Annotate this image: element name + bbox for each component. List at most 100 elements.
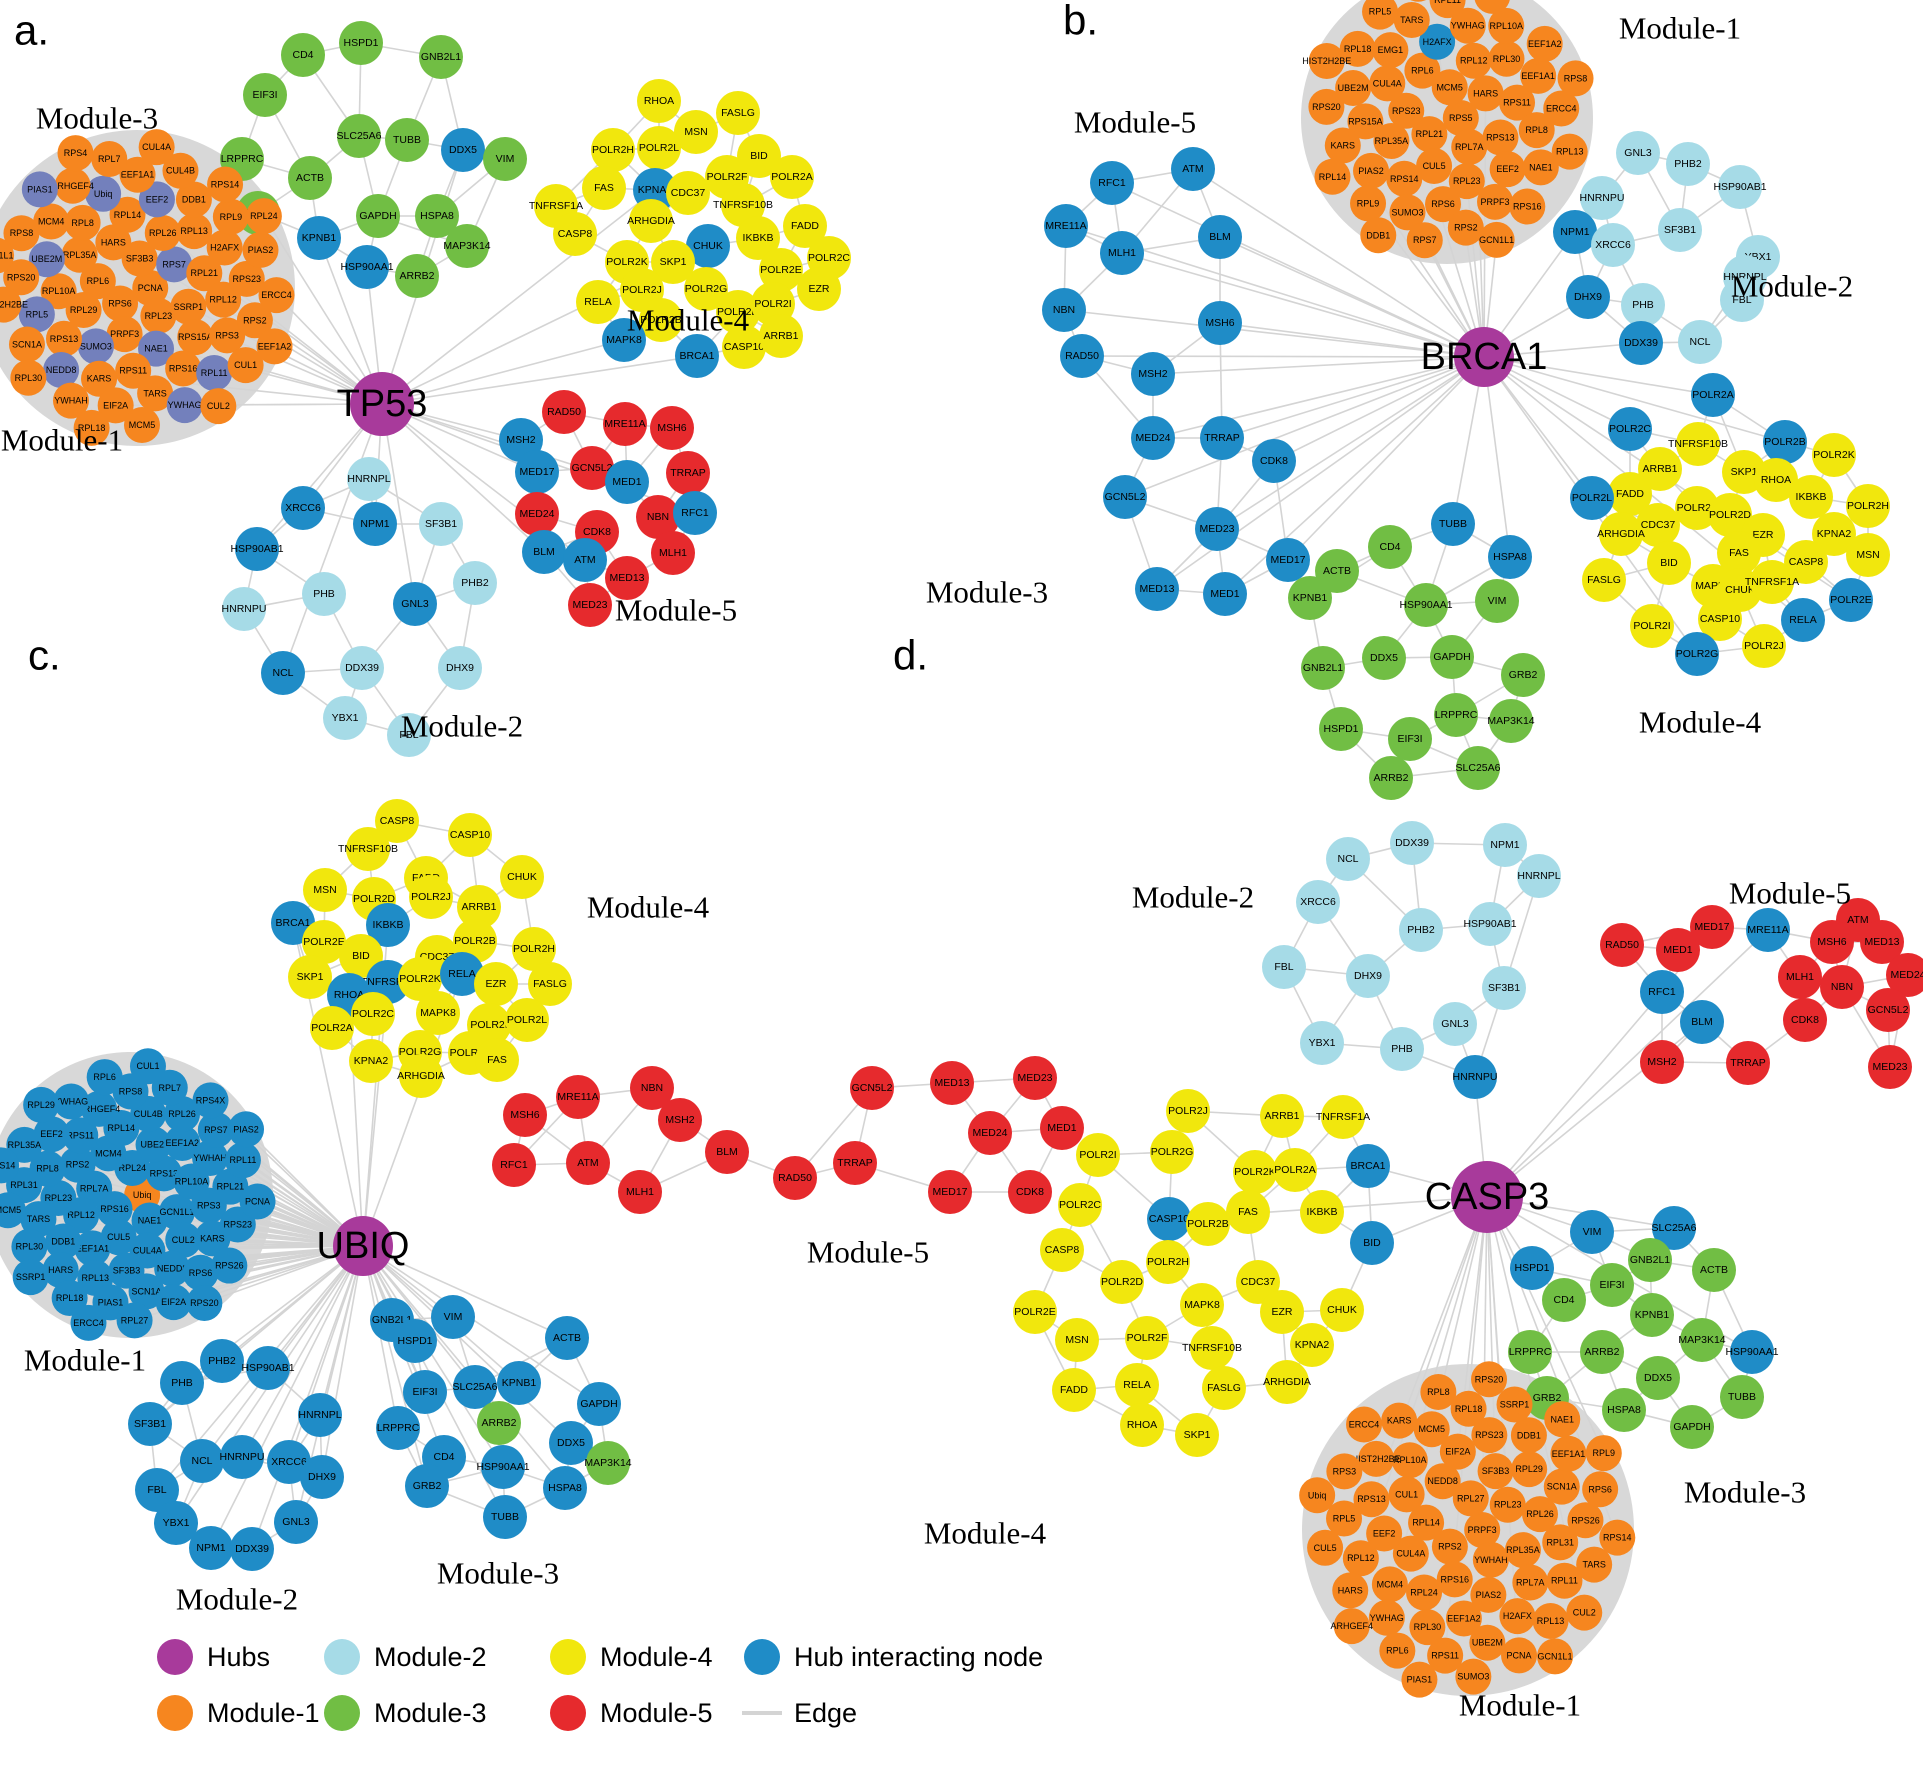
node-circle[interactable] xyxy=(618,1170,662,1214)
node-circle[interactable] xyxy=(200,388,237,425)
node-RPS13[interactable]: RPS13 xyxy=(1482,119,1519,156)
node-circle[interactable] xyxy=(651,531,695,575)
node-circle[interactable] xyxy=(1676,422,1720,466)
node-FADD[interactable]: FADD xyxy=(1052,1368,1096,1412)
node-HSP90AA1[interactable]: HSP90AA1 xyxy=(1725,1330,1779,1374)
node-circle[interactable] xyxy=(1195,507,1239,551)
node-POLR2A[interactable]: POLR2A xyxy=(1691,373,1735,417)
node-KARS[interactable]: KARS xyxy=(1381,1402,1418,1439)
node-HNRNPU[interactable]: HNRNPU xyxy=(222,587,267,631)
node-circle[interactable] xyxy=(651,240,695,284)
node-circle[interactable] xyxy=(45,320,82,357)
node-NAE1[interactable]: NAE1 xyxy=(1544,1401,1581,1438)
node-circle[interactable] xyxy=(246,1346,290,1390)
node-circle[interactable] xyxy=(1166,1089,1210,1133)
node-BLM[interactable]: BLM xyxy=(1198,215,1242,259)
node-circle[interactable] xyxy=(1371,1566,1408,1603)
node-circle[interactable] xyxy=(212,198,249,235)
node-circle[interactable] xyxy=(721,183,765,227)
node-circle[interactable] xyxy=(128,1273,165,1310)
node-PIAS2[interactable]: PIAS2 xyxy=(1353,152,1390,189)
node-circle[interactable] xyxy=(416,991,460,1035)
node-circle[interactable] xyxy=(288,156,332,200)
node-circle[interactable] xyxy=(1326,1500,1363,1537)
node-circle[interactable] xyxy=(1471,1361,1508,1398)
node-circle[interactable] xyxy=(1750,560,1794,604)
node-circle[interactable] xyxy=(1675,632,1719,676)
node-MLH1[interactable]: MLH1 xyxy=(651,531,695,575)
node-circle[interactable] xyxy=(1630,1293,1674,1337)
hub-circle[interactable] xyxy=(333,1216,393,1276)
node-circle[interactable] xyxy=(438,646,482,690)
node-circle[interactable] xyxy=(1125,1316,1169,1360)
node-circle[interactable] xyxy=(0,238,15,274)
node-circle[interactable] xyxy=(1477,1453,1514,1490)
node-EEF1A2[interactable]: EEF1A2 xyxy=(1526,25,1563,62)
node-circle[interactable] xyxy=(1553,210,1597,254)
node-circle[interactable] xyxy=(1424,1463,1461,1500)
node-circle[interactable] xyxy=(1150,1130,1194,1174)
node-H2AFX[interactable]: H2AFX xyxy=(206,229,243,266)
node-YWHAH[interactable]: YWHAH xyxy=(1472,1541,1509,1578)
node-circle[interactable] xyxy=(1236,1260,1280,1304)
node-GNL3[interactable]: GNL3 xyxy=(393,582,437,626)
node-circle[interactable] xyxy=(177,319,214,356)
node-circle[interactable] xyxy=(137,375,174,412)
node-circle[interactable] xyxy=(505,998,549,1042)
node-circle[interactable] xyxy=(636,495,680,539)
node-RPS20[interactable]: RPS20 xyxy=(1308,88,1345,125)
node-MRE11A[interactable]: MRE11A xyxy=(603,402,647,446)
node-MRE11A[interactable]: MRE11A xyxy=(1746,908,1790,952)
node-circle[interactable] xyxy=(1551,133,1588,170)
node-GAPDH[interactable]: GAPDH xyxy=(1670,1405,1714,1449)
node-MED24[interactable]: MED24 xyxy=(968,1111,1012,1155)
node-FASLG[interactable]: FASLG xyxy=(1202,1366,1246,1410)
node-circle[interactable] xyxy=(1582,1471,1619,1508)
node-PCNA[interactable]: PCNA xyxy=(1501,1637,1538,1674)
node-RPL7[interactable]: RPL7 xyxy=(91,141,128,178)
node-POLR2A[interactable]: POLR2A xyxy=(310,1006,354,1050)
node-circle[interactable] xyxy=(1425,186,1462,223)
node-circle[interactable] xyxy=(20,1201,57,1238)
node-circle[interactable] xyxy=(128,1402,172,1446)
node-TRRAP[interactable]: TRRAP xyxy=(833,1141,877,1185)
node-circle[interactable] xyxy=(77,328,114,365)
node-circle[interactable] xyxy=(1332,1572,1369,1609)
node-circle[interactable] xyxy=(116,1302,153,1339)
node-circle[interactable] xyxy=(1333,1608,1370,1645)
node-PHB2[interactable]: PHB2 xyxy=(200,1339,244,1383)
node-RPS26[interactable]: RPS26 xyxy=(211,1247,248,1284)
node-circle[interactable] xyxy=(415,194,459,238)
node-DDX5[interactable]: DDX5 xyxy=(1636,1356,1680,1400)
node-HNRNPL[interactable]: HNRNPL xyxy=(347,457,391,501)
node-SSRP1[interactable]: SSRP1 xyxy=(1496,1386,1533,1423)
node-HSP90AB1[interactable]: HSP90AB1 xyxy=(230,527,284,571)
node-RPS13[interactable]: RPS13 xyxy=(45,320,82,357)
node-MED24[interactable]: MED24 xyxy=(1131,416,1175,460)
node-VIM[interactable]: VIM xyxy=(1570,1210,1614,1254)
node-circle[interactable] xyxy=(0,286,22,323)
node-circle[interactable] xyxy=(115,352,152,389)
node-ARRB2[interactable]: ARRB2 xyxy=(1369,756,1413,800)
node-circle[interactable] xyxy=(639,298,683,342)
node-circle[interactable] xyxy=(310,1006,354,1050)
node-HNRNPU[interactable]: HNRNPU xyxy=(1453,1055,1498,1099)
node-circle[interactable] xyxy=(395,254,439,298)
node-circle[interactable] xyxy=(145,1155,182,1192)
node-RPS7[interactable]: RPS7 xyxy=(1406,222,1443,259)
node-CHUK[interactable]: CHUK xyxy=(500,855,544,899)
node-circle[interactable] xyxy=(281,33,325,77)
node-RPL11[interactable]: RPL11 xyxy=(224,1142,261,1179)
node-MED23[interactable]: MED23 xyxy=(568,583,612,627)
node-circle[interactable] xyxy=(62,1117,99,1154)
node-circle[interactable] xyxy=(1638,447,1682,491)
node-circle[interactable] xyxy=(1488,535,1532,579)
node-POLR2H[interactable]: POLR2H xyxy=(1846,484,1890,528)
node-RPS15A[interactable]: RPS15A xyxy=(177,319,214,356)
node-circle[interactable] xyxy=(1416,148,1453,185)
node-CDK8[interactable]: CDK8 xyxy=(1008,1170,1052,1214)
node-HSP90AA1[interactable]: HSP90AA1 xyxy=(1399,583,1453,627)
node-IKBKB[interactable]: IKBKB xyxy=(1789,475,1833,519)
node-circle[interactable] xyxy=(138,129,175,166)
node-circle[interactable] xyxy=(1542,1278,1586,1322)
